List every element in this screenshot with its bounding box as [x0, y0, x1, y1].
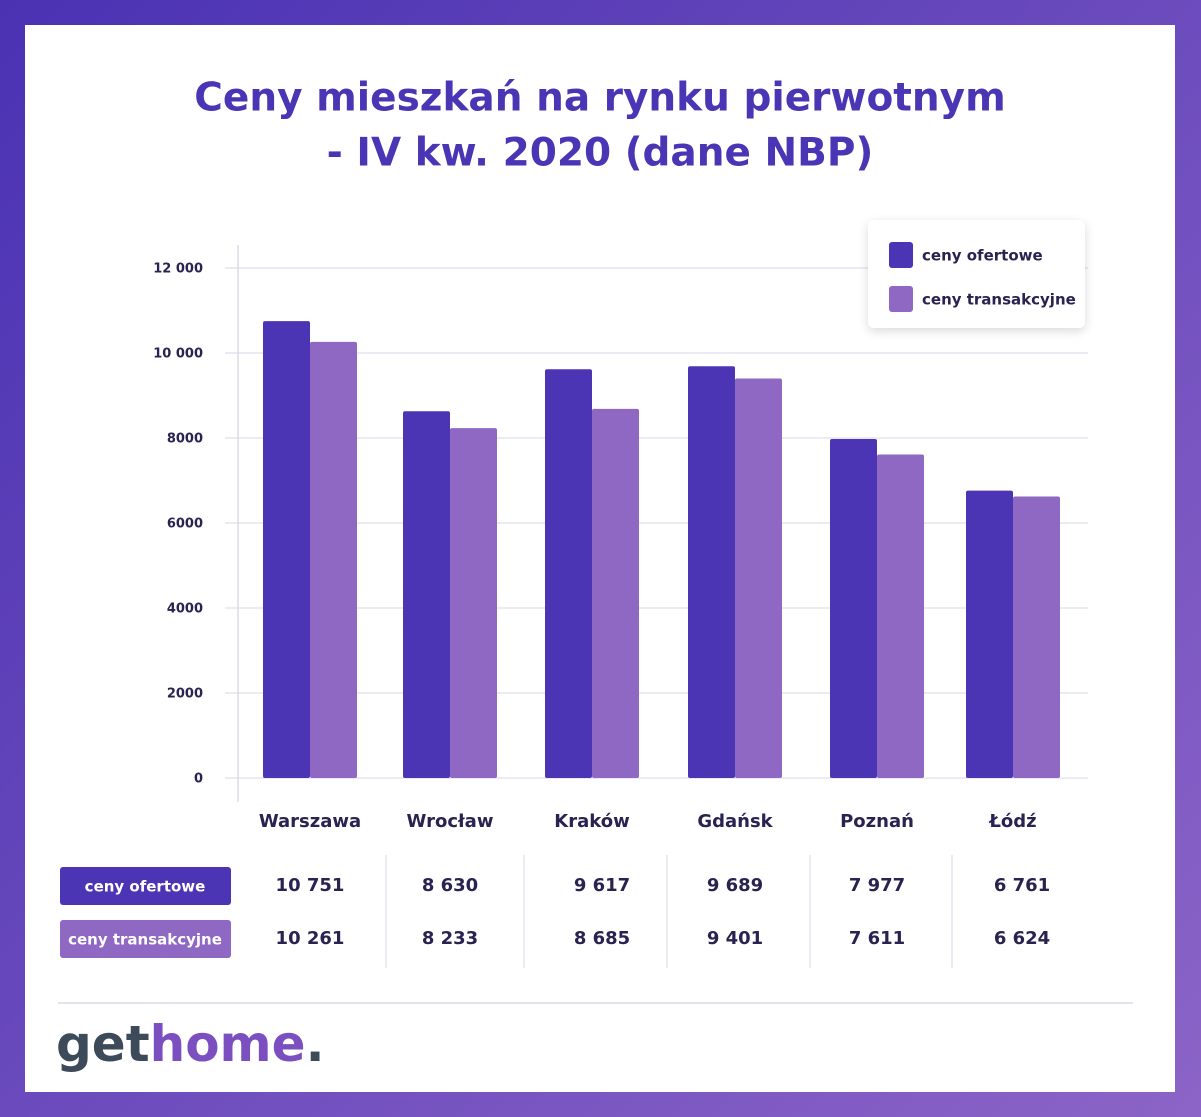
- y-tick-label: 2000: [167, 687, 203, 702]
- chart-title: Ceny mieszkań na rynku pierwotnym: [194, 76, 1005, 121]
- table-value: 8 233: [422, 928, 478, 949]
- x-tick-label: Poznań: [840, 811, 914, 832]
- bar: [545, 369, 592, 778]
- row-label-box: [60, 867, 231, 905]
- y-tick-label: 8000: [167, 432, 203, 447]
- table-value: 6 761: [994, 875, 1050, 896]
- bar: [592, 408, 639, 778]
- bar: [735, 378, 782, 778]
- table-value: 9 401: [707, 928, 763, 949]
- logo: gethome.: [56, 1015, 325, 1073]
- table-value: 8 685: [574, 928, 630, 949]
- chart-title: - IV kw. 2020 (dane NBP): [327, 131, 874, 176]
- row-label: ceny transakcyjne: [68, 931, 222, 949]
- table-value: 10 751: [276, 875, 345, 896]
- bar: [403, 411, 450, 778]
- bar: [830, 438, 877, 778]
- y-tick-label: 12 000: [153, 262, 203, 277]
- table-value: 7 977: [849, 875, 905, 896]
- bar: [966, 490, 1013, 778]
- table-value: 10 261: [276, 928, 345, 949]
- logo-part: .: [306, 1015, 325, 1073]
- table-value: 6 624: [994, 928, 1050, 949]
- bar: [877, 454, 924, 778]
- x-tick-label: Gdańsk: [697, 811, 773, 832]
- row-label-box: [60, 920, 231, 958]
- table-value: 9 689: [707, 875, 763, 896]
- legend-swatch: [889, 286, 913, 312]
- legend-label: ceny ofertowe: [922, 247, 1043, 265]
- x-tick-label: Kraków: [554, 811, 629, 832]
- x-tick-label: Łódź: [988, 811, 1036, 832]
- legend-label: ceny transakcyjne: [922, 291, 1076, 309]
- bar: [450, 428, 497, 778]
- y-tick-label: 6000: [167, 517, 203, 532]
- bar: [263, 321, 310, 778]
- legend-box: [868, 220, 1085, 328]
- bar: [310, 341, 357, 778]
- y-tick-label: 4000: [167, 602, 203, 617]
- table-value: 7 611: [849, 928, 905, 949]
- logo-part: get: [56, 1015, 150, 1073]
- logo-part: home: [150, 1015, 306, 1073]
- bar: [688, 366, 735, 778]
- table-value: 8 630: [422, 875, 478, 896]
- y-tick-label: 0: [194, 772, 203, 787]
- x-tick-label: Wrocław: [407, 811, 494, 832]
- bar: [1013, 496, 1060, 778]
- x-tick-label: Warszawa: [259, 811, 361, 832]
- legend-swatch: [889, 242, 913, 268]
- table-value: 9 617: [574, 875, 630, 896]
- row-label: ceny ofertowe: [85, 878, 206, 896]
- y-tick-label: 10 000: [153, 347, 203, 362]
